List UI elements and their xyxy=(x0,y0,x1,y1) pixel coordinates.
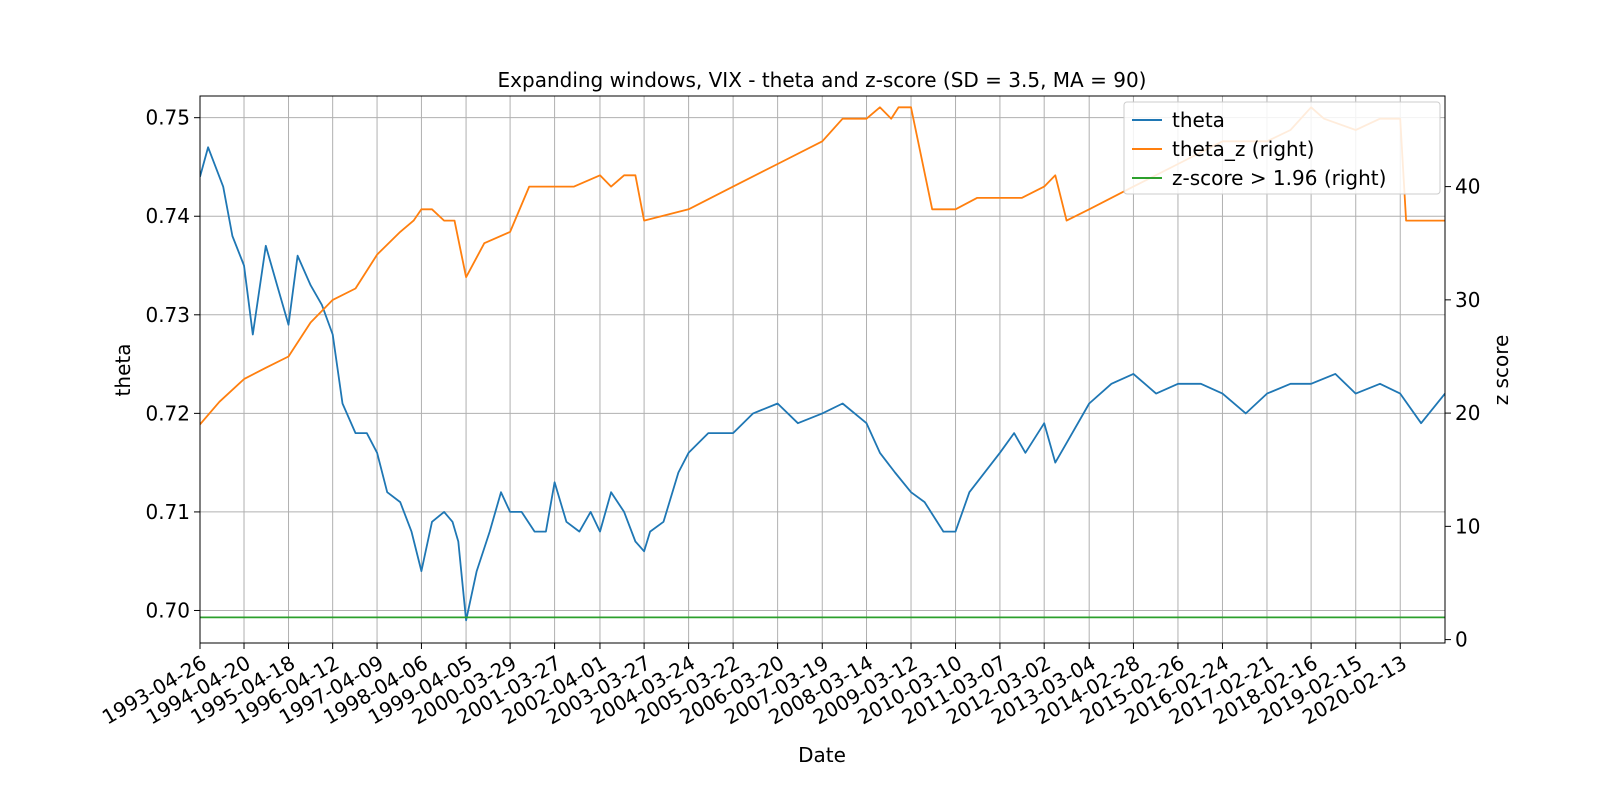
x-axis-label: Date xyxy=(798,743,846,767)
legend-box xyxy=(1123,101,1441,195)
legend: theta theta_z (right) z-score > 1.96 (righ… xyxy=(1123,101,1441,195)
ticks-layer: 1993-04-261994-04-201995-04-181996-04-12… xyxy=(98,106,1481,730)
y-right-axis-label: z score xyxy=(1489,335,1513,406)
y-left-tick-label: 0.70 xyxy=(145,598,190,622)
y-right-tick-label: 20 xyxy=(1455,401,1480,425)
series-line-theta xyxy=(200,146,1445,622)
y-left-tick-label: 0.74 xyxy=(145,204,190,228)
legend-label: z-score > 1.96 (right) xyxy=(1172,166,1386,190)
y-left-tick-label: 0.72 xyxy=(145,401,190,425)
y-left-tick-label: 0.71 xyxy=(145,500,190,524)
y-left-tick-label: 0.75 xyxy=(145,106,190,130)
y-right-tick-label: 40 xyxy=(1455,175,1480,199)
y-left-tick-label: 0.73 xyxy=(145,303,190,327)
y-right-tick-label: 0 xyxy=(1455,628,1468,652)
y-right-tick-label: 10 xyxy=(1455,514,1480,538)
y-left-axis-label: theta xyxy=(111,344,135,397)
legend-label: theta xyxy=(1172,108,1225,132)
legend-label: theta_z (right) xyxy=(1172,137,1314,161)
chart-title: Expanding windows, VIX - theta and z-sco… xyxy=(498,68,1147,92)
y-right-tick-label: 30 xyxy=(1455,288,1480,312)
